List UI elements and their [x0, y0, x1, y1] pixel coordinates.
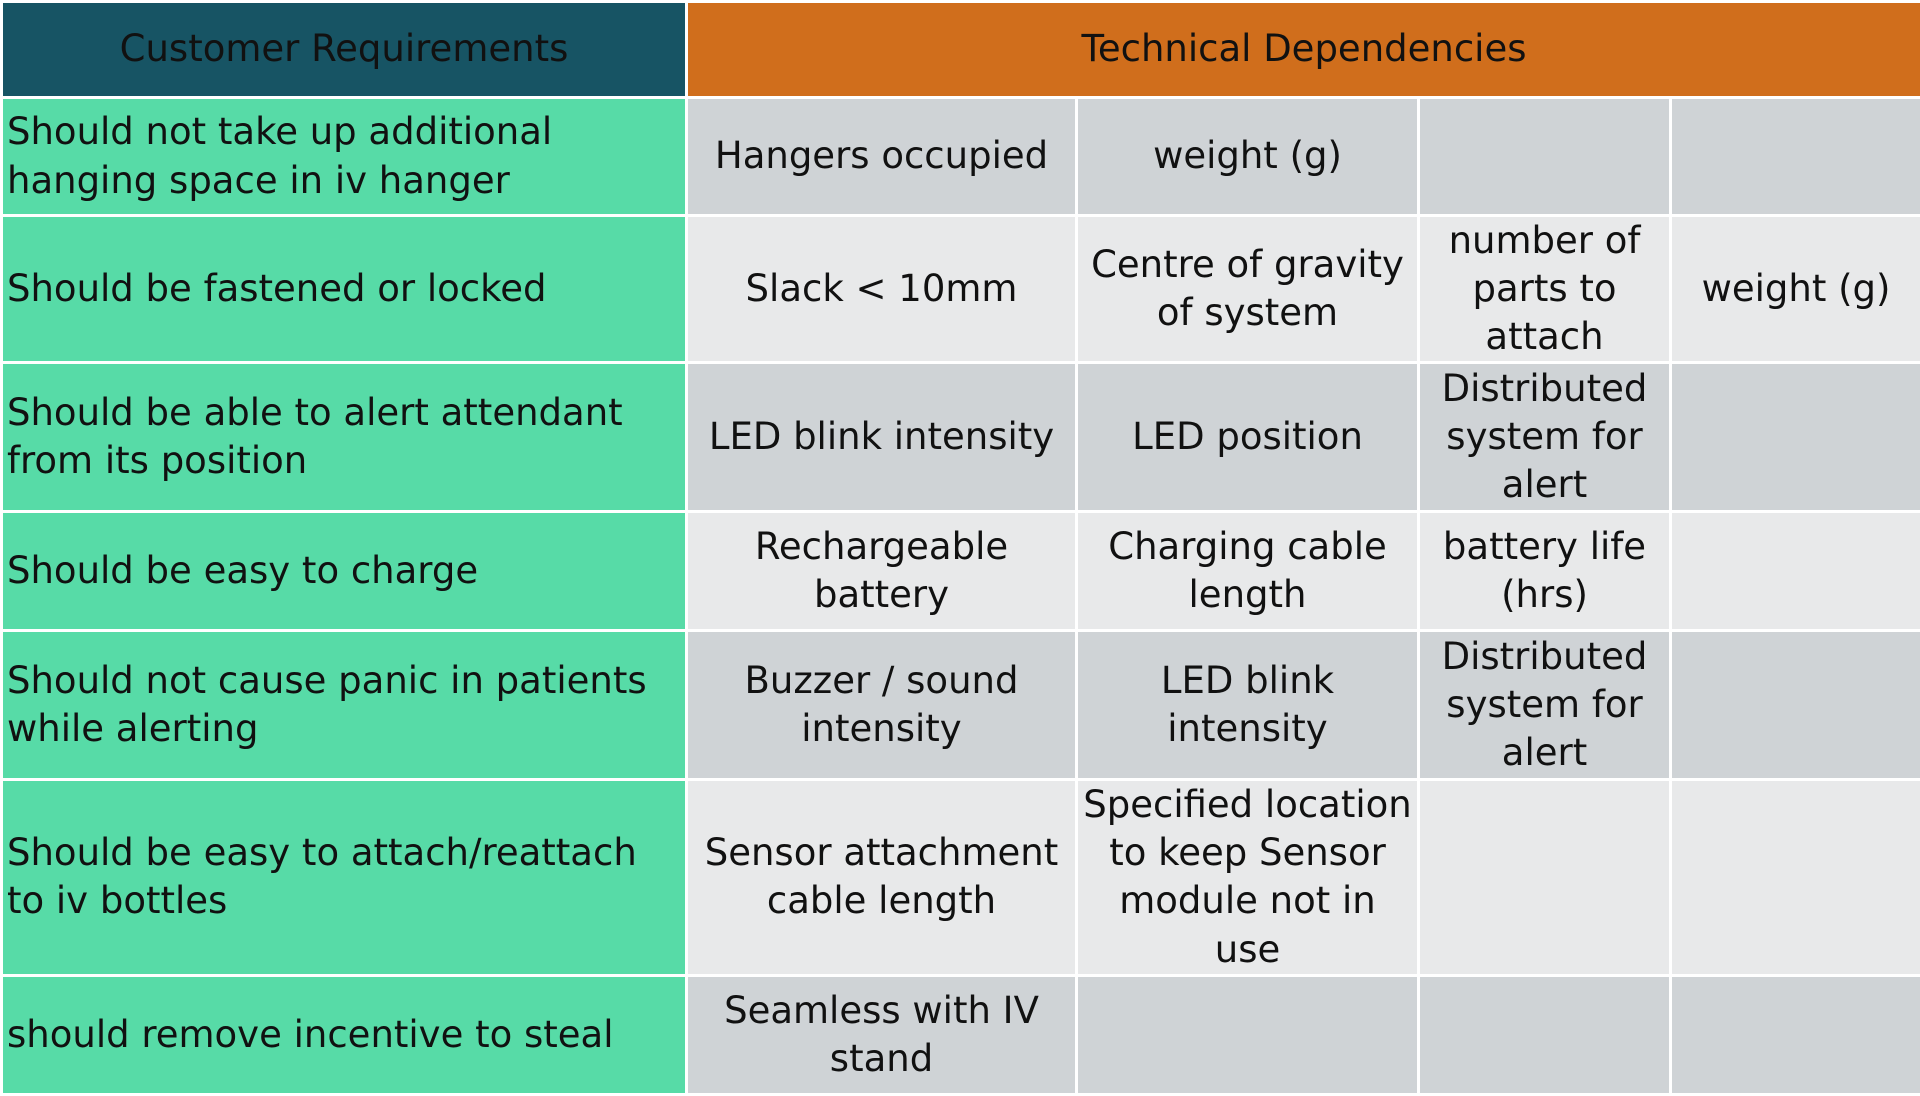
table-row: Should be fastened or locked Slack < 10m… — [2, 216, 1920, 363]
requirement-cell: Should be easy to charge — [2, 512, 687, 631]
requirement-cell: Should be able to alert attendant from i… — [2, 363, 687, 512]
table-header-row: Customer Requirements Technical Dependen… — [2, 2, 1920, 98]
dependency-cell: Hangers occupied — [687, 98, 1077, 216]
technical-dependencies-header: Technical Dependencies — [687, 2, 1920, 98]
dependency-cell: weight (g) — [1671, 216, 1920, 363]
dependency-cell: LED blink intensity — [1077, 631, 1419, 780]
dependency-cell: Slack < 10mm — [687, 216, 1077, 363]
dependency-cell — [1077, 975, 1419, 1094]
table-row: Should be easy to attach/reattach to iv … — [2, 780, 1920, 975]
dependency-cell: Sensor attachment cable length — [687, 780, 1077, 975]
dependency-cell — [1671, 780, 1920, 975]
requirement-cell: Should be easy to attach/reattach to iv … — [2, 780, 687, 975]
dependency-cell: Buzzer / sound intensity — [687, 631, 1077, 780]
dependency-cell: Charging cable length — [1077, 512, 1419, 631]
table-row: Should not take up additional hanging sp… — [2, 98, 1920, 216]
table-row: Should not cause panic in patients while… — [2, 631, 1920, 780]
requirement-cell: Should not take up additional hanging sp… — [2, 98, 687, 216]
dependency-cell: LED blink intensity — [687, 363, 1077, 512]
dependency-cell: number of parts to attach — [1419, 216, 1671, 363]
dependency-cell: Seamless with IV stand — [687, 975, 1077, 1094]
table-row: Should be easy to charge Rechargeable ba… — [2, 512, 1920, 631]
requirement-cell: should remove incentive to steal — [2, 975, 687, 1094]
customer-requirements-header: Customer Requirements — [2, 2, 687, 98]
dependency-cell — [1671, 512, 1920, 631]
dependency-cell — [1671, 975, 1920, 1094]
dependency-cell: Centre of gravity of system — [1077, 216, 1419, 363]
dependency-cell: Specified location to keep Sensor module… — [1077, 780, 1419, 975]
requirement-cell: Should not cause panic in patients while… — [2, 631, 687, 780]
dependency-cell — [1419, 975, 1671, 1094]
dependency-cell: weight (g) — [1077, 98, 1419, 216]
dependency-cell: LED position — [1077, 363, 1419, 512]
dependency-cell — [1419, 98, 1671, 216]
dependency-cell: battery life (hrs) — [1419, 512, 1671, 631]
dependency-cell — [1671, 631, 1920, 780]
dependency-cell — [1671, 363, 1920, 512]
table-row: Should be able to alert attendant from i… — [2, 363, 1920, 512]
dependency-cell: Rechargeable battery — [687, 512, 1077, 631]
dependency-cell — [1419, 780, 1671, 975]
dependency-cell — [1671, 98, 1920, 216]
table-row: should remove incentive to steal Seamles… — [2, 975, 1920, 1094]
dependency-cell: Distributed system for alert — [1419, 631, 1671, 780]
dependency-cell: Distributed system for alert — [1419, 363, 1671, 512]
requirement-cell: Should be fastened or locked — [2, 216, 687, 363]
